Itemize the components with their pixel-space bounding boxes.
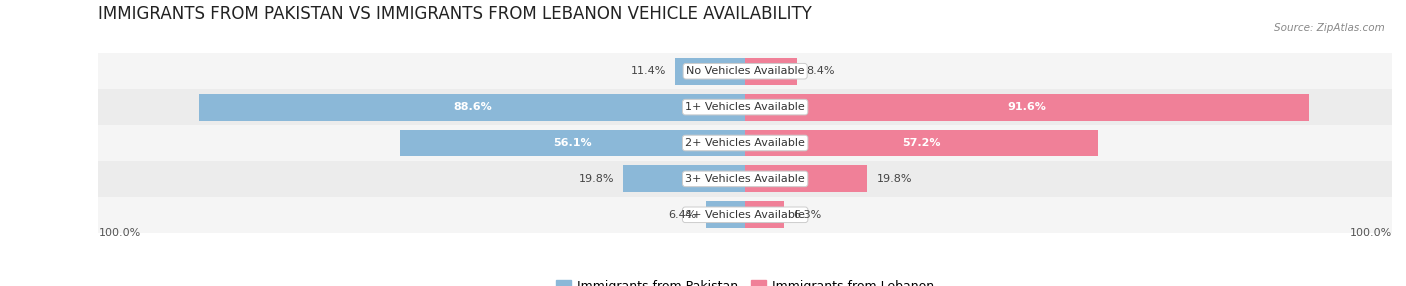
Bar [745, 201, 785, 228]
Bar [745, 94, 1309, 121]
Bar [745, 165, 868, 192]
Text: Source: ZipAtlas.com: Source: ZipAtlas.com [1274, 23, 1385, 33]
Text: 8.4%: 8.4% [806, 66, 835, 76]
Text: 3+ Vehicles Available: 3+ Vehicles Available [685, 174, 806, 184]
Text: IMMIGRANTS FROM PAKISTAN VS IMMIGRANTS FROM LEBANON VEHICLE AVAILABILITY: IMMIGRANTS FROM PAKISTAN VS IMMIGRANTS F… [98, 5, 813, 23]
Text: 6.4%: 6.4% [668, 210, 696, 220]
Text: 4+ Vehicles Available: 4+ Vehicles Available [685, 210, 806, 220]
Bar [67, 161, 1406, 197]
Bar [67, 197, 1406, 233]
Text: 91.6%: 91.6% [1008, 102, 1046, 112]
Text: 2+ Vehicles Available: 2+ Vehicles Available [685, 138, 806, 148]
Bar [399, 130, 745, 156]
Bar [67, 89, 1406, 125]
Bar [67, 125, 1406, 161]
Bar [200, 94, 745, 121]
Text: 57.2%: 57.2% [903, 138, 941, 148]
Legend: Immigrants from Pakistan, Immigrants from Lebanon: Immigrants from Pakistan, Immigrants fro… [551, 275, 939, 286]
Bar [745, 130, 1098, 156]
Text: 100.0%: 100.0% [1350, 229, 1392, 239]
Text: 19.8%: 19.8% [876, 174, 912, 184]
Text: 100.0%: 100.0% [98, 229, 141, 239]
Text: 88.6%: 88.6% [453, 102, 492, 112]
Text: 56.1%: 56.1% [553, 138, 592, 148]
Bar [623, 165, 745, 192]
Text: 1+ Vehicles Available: 1+ Vehicles Available [685, 102, 806, 112]
Bar [745, 58, 797, 85]
Text: No Vehicles Available: No Vehicles Available [686, 66, 804, 76]
Bar [675, 58, 745, 85]
Bar [67, 53, 1406, 89]
Text: 11.4%: 11.4% [630, 66, 665, 76]
Bar [706, 201, 745, 228]
Text: 19.8%: 19.8% [578, 174, 614, 184]
Text: 6.3%: 6.3% [793, 210, 821, 220]
